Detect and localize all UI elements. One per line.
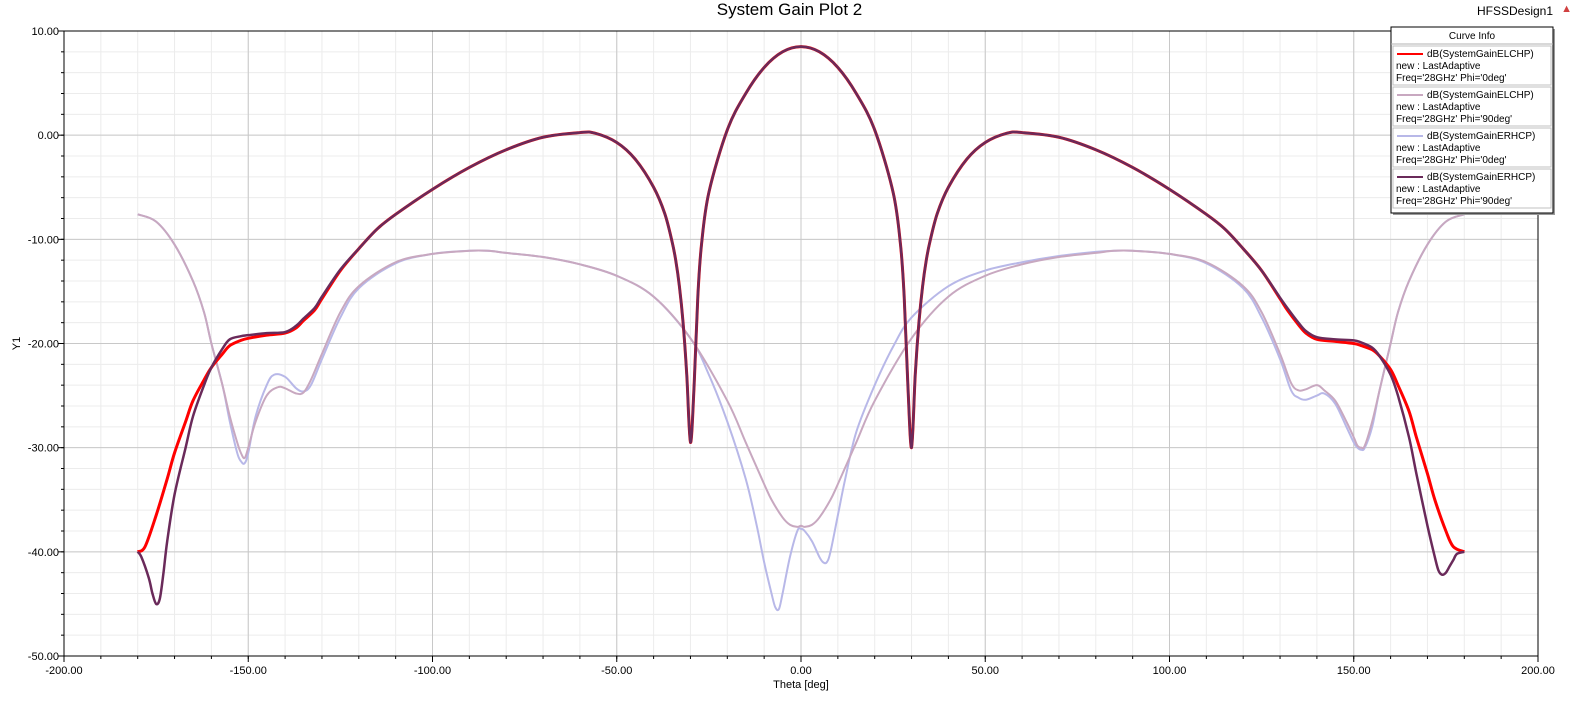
legend-label: new : LastAdaptive bbox=[1396, 102, 1481, 113]
legend-label: dB(SystemGainELCHP) bbox=[1427, 49, 1534, 60]
grid bbox=[63, 30, 1539, 657]
legend-label: new : LastAdaptive bbox=[1396, 143, 1481, 154]
y-tick-label: -30.00 bbox=[28, 443, 59, 455]
y-tick-label: 10.00 bbox=[31, 26, 59, 38]
legend-label: dB(SystemGainERHCP) bbox=[1427, 131, 1535, 142]
x-tick-label: -100.00 bbox=[414, 665, 451, 677]
x-tick-label: 0.00 bbox=[790, 665, 811, 677]
series bbox=[136, 45, 1465, 612]
y-tick-label: -10.00 bbox=[28, 234, 59, 246]
legend-entry bbox=[1392, 86, 1552, 127]
legend-entry bbox=[1392, 168, 1552, 209]
design-name: HFSSDesign1 bbox=[1476, 4, 1553, 18]
legend-label: new : LastAdaptive bbox=[1396, 184, 1481, 195]
axes: -200.00 -150.00 -100.00 -50.00 0.00 50.00 100.… bbox=[28, 26, 1555, 677]
legend-label: Freq='28GHz' Phi='0deg' bbox=[1396, 73, 1507, 84]
warning-icon[interactable]: ▲ bbox=[1561, 3, 1572, 15]
series-line-4 bbox=[136, 45, 1465, 606]
y-tick-label: -40.00 bbox=[28, 547, 59, 559]
x-tick-label: 150.00 bbox=[1337, 665, 1371, 677]
x-tick-label: -150.00 bbox=[230, 665, 267, 677]
legend-label: dB(SystemGainERHCP) bbox=[1427, 172, 1535, 183]
x-axis-label: Theta [deg] bbox=[773, 679, 829, 691]
legend-entry bbox=[1392, 127, 1552, 168]
y-tick-label: -50.00 bbox=[28, 651, 59, 663]
legend-box bbox=[1390, 26, 1554, 214]
legend-label: Freq='28GHz' Phi='90deg' bbox=[1396, 196, 1512, 207]
legend-label: new : LastAdaptive bbox=[1396, 61, 1481, 72]
x-tick-label: -200.00 bbox=[45, 665, 82, 677]
y-tick-label: 0.00 bbox=[38, 130, 59, 142]
y-axis-label: Y1 bbox=[11, 337, 23, 350]
series-line-3 bbox=[137, 213, 1465, 612]
y-tick-label: -20.00 bbox=[28, 339, 59, 351]
legend-label: dB(SystemGainELCHP) bbox=[1427, 90, 1534, 101]
x-tick-label: 50.00 bbox=[971, 665, 999, 677]
legend-label: Freq='28GHz' Phi='0deg' bbox=[1396, 155, 1507, 166]
legend-title: Curve Info bbox=[1449, 31, 1496, 42]
x-tick-label: 200.00 bbox=[1521, 665, 1555, 677]
page-title: System Gain Plot 2 bbox=[716, 0, 863, 19]
legend-entry bbox=[1392, 45, 1552, 86]
x-tick-label: 100.00 bbox=[1153, 665, 1187, 677]
x-tick-label: -50.00 bbox=[601, 665, 632, 677]
series-line-2 bbox=[137, 213, 1465, 528]
legend-label: Freq='28GHz' Phi='90deg' bbox=[1396, 114, 1512, 125]
